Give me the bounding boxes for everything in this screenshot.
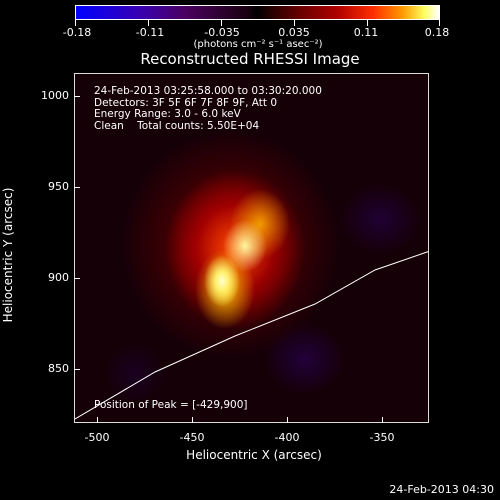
y-tick-label: 1000 bbox=[41, 89, 69, 102]
x-tick-label: -350 bbox=[369, 431, 395, 444]
rhessi-image bbox=[74, 73, 429, 423]
timestamp: 24-Feb-2013 04:30 bbox=[389, 483, 494, 496]
colorbar bbox=[75, 5, 440, 20]
x-tick-label: -450 bbox=[179, 431, 205, 444]
y-axis-label: Heliocentric Y (arcsec) bbox=[1, 187, 15, 323]
y-tick-label: 850 bbox=[48, 362, 69, 375]
x-tick-label: -500 bbox=[84, 431, 110, 444]
colorbar-tick-label: 0.11 bbox=[353, 26, 379, 39]
colorbar-tick-label: -0.11 bbox=[135, 26, 165, 39]
colorbar-units: (photons cm⁻² s⁻¹ asec⁻²) bbox=[193, 39, 323, 50]
colorbar-tick-label: 0.18 bbox=[424, 26, 450, 39]
colorbar-tick-label: 0.035 bbox=[278, 26, 310, 39]
peak-position: Position of Peak = [-429,900] bbox=[94, 399, 248, 411]
image-overlay bbox=[75, 251, 428, 420]
colorbar-tick-label: -0.035 bbox=[204, 26, 240, 39]
y-tick-label: 950 bbox=[48, 180, 69, 193]
info-energy: Energy Range: 3.0 - 6.0 keV bbox=[94, 108, 241, 120]
x-axis-label: Heliocentric X (arcsec) bbox=[186, 448, 322, 462]
solar-limb-line bbox=[75, 251, 428, 420]
info-time: 24-Feb-2013 03:25:58.000 to 03:30:20.000 bbox=[94, 85, 322, 97]
plot-title: Reconstructed RHESSI Image bbox=[140, 50, 360, 68]
info-detectors: Detectors: 3F 5F 6F 7F 8F 9F, Att 0 bbox=[94, 96, 278, 109]
x-tick-label: -400 bbox=[274, 431, 300, 444]
y-tick-label: 900 bbox=[48, 271, 69, 284]
observation-info: 24-Feb-2013 03:25:58.000 to 03:30:20.000… bbox=[94, 85, 322, 132]
colorbar-tick-label: -0.18 bbox=[62, 26, 92, 39]
info-clean: Clean Total counts: 5.50E+04 bbox=[94, 119, 260, 132]
